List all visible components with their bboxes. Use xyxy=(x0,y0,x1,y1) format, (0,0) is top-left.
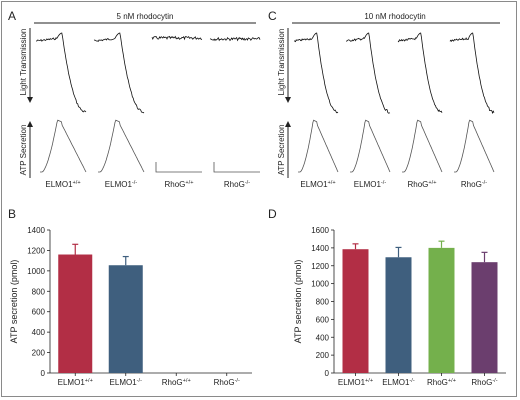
trace-group: RhoG-/- xyxy=(449,32,495,189)
trace-label: ELMO1-/- xyxy=(354,180,387,189)
trace-group: RhoG+/+ xyxy=(397,32,443,189)
y-tick-label: 1400 xyxy=(27,226,45,235)
trace-label: ELMO1+/+ xyxy=(45,180,80,189)
aggregation-trace xyxy=(346,32,391,114)
panel-c: C 10 nM rhodocytin Light Transmission AT… xyxy=(268,9,500,189)
x-tick-label: ELMO1-/- xyxy=(110,378,143,387)
secretion-trace xyxy=(213,162,260,173)
y-tick-label: 600 xyxy=(32,308,46,317)
x-tick-label: RhoG+/+ xyxy=(427,378,456,387)
y-tick-label: 1600 xyxy=(311,226,329,235)
panel-c-traces: ELMO1+/+ ELMO1-/- RhoG+/+ RhoG-/- xyxy=(293,32,495,189)
x-tick-label: ELMO1+/+ xyxy=(338,378,373,387)
x-tick-label: ELMO1+/+ xyxy=(58,378,93,387)
panel-a-traces: ELMO1+/+ ELMO1-/- RhoG+/+ RhoG-/- xyxy=(36,32,261,189)
bar xyxy=(385,257,412,373)
y-tick-label: 200 xyxy=(316,351,330,360)
y-axis-label: ATP secretion (pmol) xyxy=(293,260,303,344)
panel-a-y-top-arrow xyxy=(27,97,33,103)
aggregation-trace xyxy=(36,32,87,113)
panel-a-y-bottom-arrow xyxy=(27,121,33,127)
x-tick-label: ELMO1-/- xyxy=(382,378,415,387)
x-tick-label: RhoG+/+ xyxy=(162,378,191,387)
trace-label: RhoG+/+ xyxy=(408,180,437,189)
secretion-trace xyxy=(98,119,145,173)
panel-letter-c: C xyxy=(268,9,277,23)
aggregation-trace xyxy=(151,35,203,41)
panel-a-title: 5 nM rhodocytin xyxy=(117,12,174,21)
panel-c-y-top-label: Light Transmission xyxy=(277,29,286,96)
panel-a-y-top-label: Light Transmission xyxy=(19,29,28,96)
panel-a: A 5 nM rhodocytin Light Transmission ATP… xyxy=(8,9,261,189)
y-tick-label: 1400 xyxy=(311,244,329,253)
panel-a-y-bottom-label: ATP Secretion xyxy=(19,125,28,176)
trace-group: RhoG-/- xyxy=(209,36,261,189)
trace-group: ELMO1+/+ xyxy=(293,32,339,189)
trace-group: ELMO1+/+ xyxy=(36,32,87,189)
bar xyxy=(428,247,455,373)
trace-label: ELMO1+/+ xyxy=(300,180,335,189)
secretion-trace xyxy=(350,119,391,173)
bar xyxy=(108,265,143,373)
trace-label: RhoG-/- xyxy=(461,180,487,189)
aggregation-trace xyxy=(293,32,339,114)
aggregation-trace xyxy=(397,32,443,113)
secretion-trace xyxy=(40,119,87,173)
trace-label: ELMO1-/- xyxy=(105,180,138,189)
y-tick-label: 1000 xyxy=(27,267,45,276)
aggregation-trace xyxy=(449,32,495,115)
y-tick-label: 800 xyxy=(32,287,46,296)
panel-letter-a: A xyxy=(8,9,16,23)
secretion-trace xyxy=(454,119,495,173)
panel-letter-d: D xyxy=(268,207,277,221)
x-tick-label: RhoG-/- xyxy=(471,378,497,387)
trace-group: ELMO1-/- xyxy=(93,32,145,189)
panel-c-y-top-arrow xyxy=(285,97,291,103)
panel-c-title: 10 nM rhodocytin xyxy=(364,12,425,21)
y-tick-label: 400 xyxy=(316,333,330,342)
bar xyxy=(342,249,369,373)
x-tick-label: RhoG-/- xyxy=(214,378,240,387)
y-axis-label: ATP secretion (pmol) xyxy=(9,260,19,344)
aggregation-trace xyxy=(93,32,145,114)
y-tick-label: 1000 xyxy=(311,280,329,289)
panel-c-y-bottom-arrow xyxy=(285,121,291,127)
bar xyxy=(471,262,498,373)
trace-label: RhoG-/- xyxy=(224,180,250,189)
y-tick-label: 1200 xyxy=(27,246,45,255)
y-tick-label: 800 xyxy=(316,298,330,307)
y-tick-label: 600 xyxy=(316,315,330,324)
y-tick-label: 200 xyxy=(32,349,46,358)
trace-group: ELMO1-/- xyxy=(346,32,391,189)
y-tick-label: 0 xyxy=(41,369,46,378)
y-tick-label: 0 xyxy=(325,369,330,378)
secretion-trace xyxy=(402,119,443,173)
bar xyxy=(58,254,93,373)
panel-letter-b: B xyxy=(8,207,16,221)
y-tick-label: 1200 xyxy=(311,262,329,271)
trace-group: RhoG+/+ xyxy=(151,35,203,189)
y-tick-label: 400 xyxy=(32,328,46,337)
aggregation-trace xyxy=(209,36,261,42)
panel-c-y-bottom-label: ATP Secretion xyxy=(277,125,286,176)
panel-b-chart: 0 200 400 600 800 1000 1200 1400 ATP secretion (… xyxy=(9,226,252,387)
panel-d-chart: 0 200 400 600 800 1000 1200 1400 1600 ATP secreti… xyxy=(293,226,506,387)
secretion-trace xyxy=(298,119,339,173)
trace-label: RhoG+/+ xyxy=(165,180,194,189)
secretion-trace xyxy=(155,162,202,173)
